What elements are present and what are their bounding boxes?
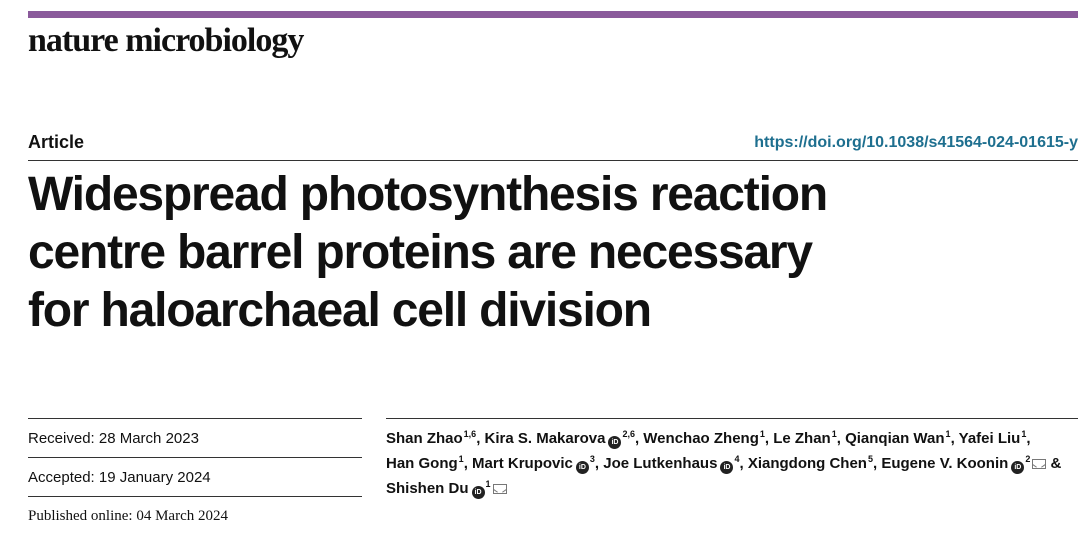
title-line-1: Widespread photosynthesis reaction	[28, 168, 828, 221]
author-separator: ,	[739, 455, 748, 472]
author-name[interactable]: Xiangdong Chen	[747, 455, 867, 472]
author-item: Eugene V. Koonin iD2	[881, 454, 1047, 474]
author-name[interactable]: Yafei Liu	[958, 430, 1021, 447]
author-name[interactable]: Qianqian Wan	[845, 430, 945, 447]
journal-logo: nature microbiology	[28, 22, 304, 59]
envelope-icon[interactable]	[492, 484, 507, 494]
doi-link[interactable]: https://doi.org/10.1038/s41564-024-01615…	[754, 134, 1078, 151]
author-name[interactable]: Mart Krupovic	[472, 455, 573, 472]
affiliation-marker: 1	[831, 429, 837, 439]
accepted-date: Accepted: 19 January 2024	[28, 457, 362, 496]
author-item: Wenchao Zheng1	[643, 429, 765, 448]
author-name[interactable]: Le Zhan	[773, 430, 831, 447]
author-list: Shan Zhao1,6, Kira S. Makarova iD2,6, Wen…	[386, 426, 1076, 501]
author-separator: ,	[1026, 430, 1031, 447]
author-separator: ,	[873, 455, 882, 472]
affiliation-marker: 1,6	[463, 429, 477, 439]
authors-divider	[386, 418, 1078, 419]
author-item: Han Gong1	[386, 454, 464, 473]
author-separator: &	[1046, 455, 1062, 472]
affiliation-marker: 2	[1025, 454, 1031, 464]
author-item: Qianqian Wan1	[845, 429, 951, 448]
title-line-3: for haloarchaeal cell division	[28, 284, 652, 337]
orcid-icon[interactable]: iD	[720, 461, 734, 474]
author-separator: ,	[476, 430, 485, 447]
orcid-icon[interactable]: iD	[471, 486, 485, 499]
author-item: Mart Krupovic iD3	[472, 454, 595, 474]
author-separator: ,	[764, 430, 774, 447]
author-item: Le Zhan1	[773, 429, 837, 448]
top-color-rule	[28, 11, 1078, 18]
author-separator: ,	[950, 430, 959, 447]
title-line-2: centre barrel proteins are necessary	[28, 226, 813, 279]
author-item: Shishen Du iD1	[386, 479, 507, 499]
author-name[interactable]: Joe Lutkenhaus	[603, 455, 718, 472]
affiliation-marker: 4	[734, 454, 740, 464]
affiliation-marker: 1	[759, 429, 765, 439]
author-item: Joe Lutkenhaus iD4	[603, 454, 740, 474]
received-date: Received: 28 March 2023	[28, 418, 362, 457]
author-name[interactable]: Eugene V. Koonin	[881, 455, 1009, 472]
affiliation-marker: 1	[945, 429, 951, 439]
author-name[interactable]: Han Gong	[386, 455, 458, 472]
author-separator: ,	[594, 455, 604, 472]
orcid-icon[interactable]: iD	[575, 461, 589, 474]
affiliation-marker: 5	[867, 454, 873, 464]
affiliation-marker: 1	[458, 454, 464, 464]
article-title: Widespread photosynthesis reaction centr…	[28, 166, 1068, 340]
author-item: Shan Zhao1,6	[386, 429, 477, 448]
author-name[interactable]: Kira S. Makarova	[484, 430, 606, 447]
article-type-label: Article	[28, 132, 85, 152]
orcid-icon[interactable]: iD	[1011, 461, 1025, 474]
publication-dates: Received: 28 March 2023 Accepted: 19 Jan…	[28, 418, 362, 535]
author-separator: ,	[463, 455, 473, 472]
published-date: Published online: 04 March 2024	[28, 496, 362, 535]
orcid-icon[interactable]: iD	[608, 436, 622, 449]
author-name[interactable]: Shishen Du	[386, 480, 469, 497]
affiliation-marker: 2,6	[622, 429, 635, 439]
affiliation-marker: 3	[589, 454, 595, 464]
author-separator: ,	[836, 430, 846, 447]
author-item: Yafei Liu1	[958, 429, 1027, 448]
author-separator: ,	[634, 430, 644, 447]
author-item: Kira S. Makarova iD2,6	[484, 429, 635, 449]
envelope-icon[interactable]	[1032, 459, 1047, 469]
author-name[interactable]: Shan Zhao	[386, 430, 463, 447]
affiliation-marker: 1	[485, 479, 491, 489]
author-item: Xiangdong Chen5	[747, 454, 873, 473]
title-divider	[28, 160, 1078, 161]
affiliation-marker: 1	[1021, 429, 1027, 439]
author-name[interactable]: Wenchao Zheng	[643, 430, 759, 447]
